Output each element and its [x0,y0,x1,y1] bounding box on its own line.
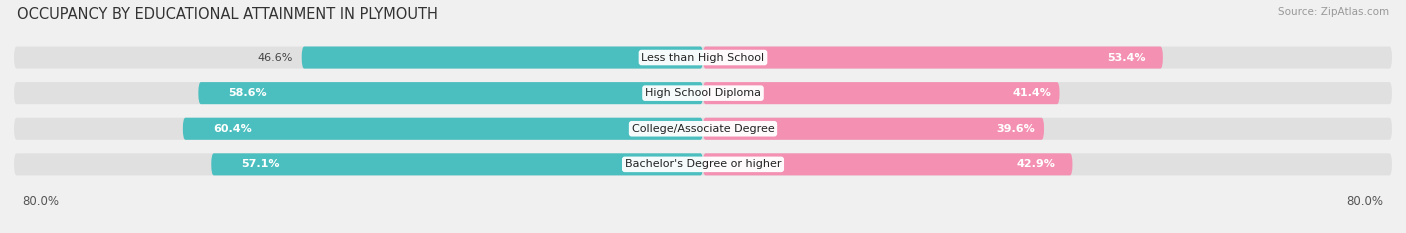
FancyBboxPatch shape [703,47,1163,69]
FancyBboxPatch shape [302,47,703,69]
Text: 80.0%: 80.0% [1347,195,1384,208]
Text: 80.0%: 80.0% [22,195,59,208]
Text: 41.4%: 41.4% [1012,88,1050,98]
Text: 46.6%: 46.6% [257,53,292,62]
FancyBboxPatch shape [14,47,1392,69]
FancyBboxPatch shape [198,82,703,104]
Text: 42.9%: 42.9% [1017,159,1056,169]
FancyBboxPatch shape [14,82,1392,104]
Text: Source: ZipAtlas.com: Source: ZipAtlas.com [1278,7,1389,17]
Text: College/Associate Degree: College/Associate Degree [631,124,775,134]
FancyBboxPatch shape [703,153,1073,175]
FancyBboxPatch shape [14,118,1392,140]
FancyBboxPatch shape [211,153,703,175]
Text: 57.1%: 57.1% [242,159,280,169]
FancyBboxPatch shape [183,118,703,140]
FancyBboxPatch shape [14,153,1392,175]
Text: 53.4%: 53.4% [1107,53,1146,62]
Text: 58.6%: 58.6% [229,88,267,98]
FancyBboxPatch shape [703,118,1045,140]
FancyBboxPatch shape [703,82,1060,104]
Text: High School Diploma: High School Diploma [645,88,761,98]
Text: OCCUPANCY BY EDUCATIONAL ATTAINMENT IN PLYMOUTH: OCCUPANCY BY EDUCATIONAL ATTAINMENT IN P… [17,7,437,22]
Text: Bachelor's Degree or higher: Bachelor's Degree or higher [624,159,782,169]
Text: Less than High School: Less than High School [641,53,765,62]
Text: 39.6%: 39.6% [997,124,1035,134]
Text: 60.4%: 60.4% [212,124,252,134]
